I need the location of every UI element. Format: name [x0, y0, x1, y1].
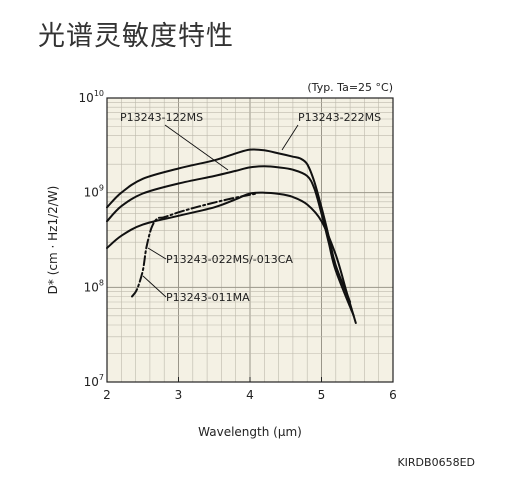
x-axis-ticks: 2 3 4 5 6	[103, 377, 397, 402]
y-tick-base: 10	[84, 375, 99, 389]
series-label: P13243-011MA	[166, 291, 250, 304]
chart-grid	[107, 98, 393, 382]
x-tick-label: 2	[103, 388, 111, 402]
y-tick-exponent: 9	[99, 184, 104, 193]
y-tick-label: 109	[84, 184, 104, 200]
y-tick-base: 10	[84, 186, 99, 200]
series-label: P13243-022MS/-013CA	[166, 253, 293, 266]
series-line-1	[106, 191, 357, 324]
series-line-4	[131, 192, 259, 298]
y-tick-label: 1010	[79, 89, 104, 105]
y-tick-base: 10	[84, 280, 99, 294]
series-line-3	[106, 165, 355, 317]
page-title: 光谱灵敏度特性	[38, 21, 234, 52]
y-tick-label: 108	[84, 278, 104, 294]
y-tick-exponent: 8	[99, 278, 104, 287]
y-tick-exponent: 7	[99, 373, 104, 382]
x-tick-label: 5	[318, 388, 326, 402]
figure-code: KIRDB0658ED	[397, 456, 475, 469]
x-tick-label: 6	[389, 388, 397, 402]
series-labels: P13243-122MS P13243-222MS P13243-022MS/-01…	[120, 111, 381, 304]
series-label: P13243-222MS	[298, 111, 381, 124]
y-tick-exponent: 10	[94, 89, 104, 98]
condition-note: (Typ. Ta=25 °C)	[307, 81, 393, 94]
x-tick-label: 4	[246, 388, 254, 402]
x-tick-label: 3	[175, 388, 183, 402]
leader-line	[147, 247, 167, 260]
y-axis-label: D* (cm · Hz1/2/W)	[46, 186, 60, 295]
leader-line	[142, 275, 167, 298]
x-axis-label: Wavelength (μm)	[198, 425, 302, 439]
series-line-2	[106, 148, 352, 303]
leader-line	[281, 124, 299, 151]
series-layer	[106, 148, 357, 324]
y-tick-label: 107	[84, 373, 104, 389]
series-label: P13243-122MS	[120, 111, 203, 124]
leader-line	[164, 124, 229, 171]
y-tick-base: 10	[79, 91, 94, 105]
